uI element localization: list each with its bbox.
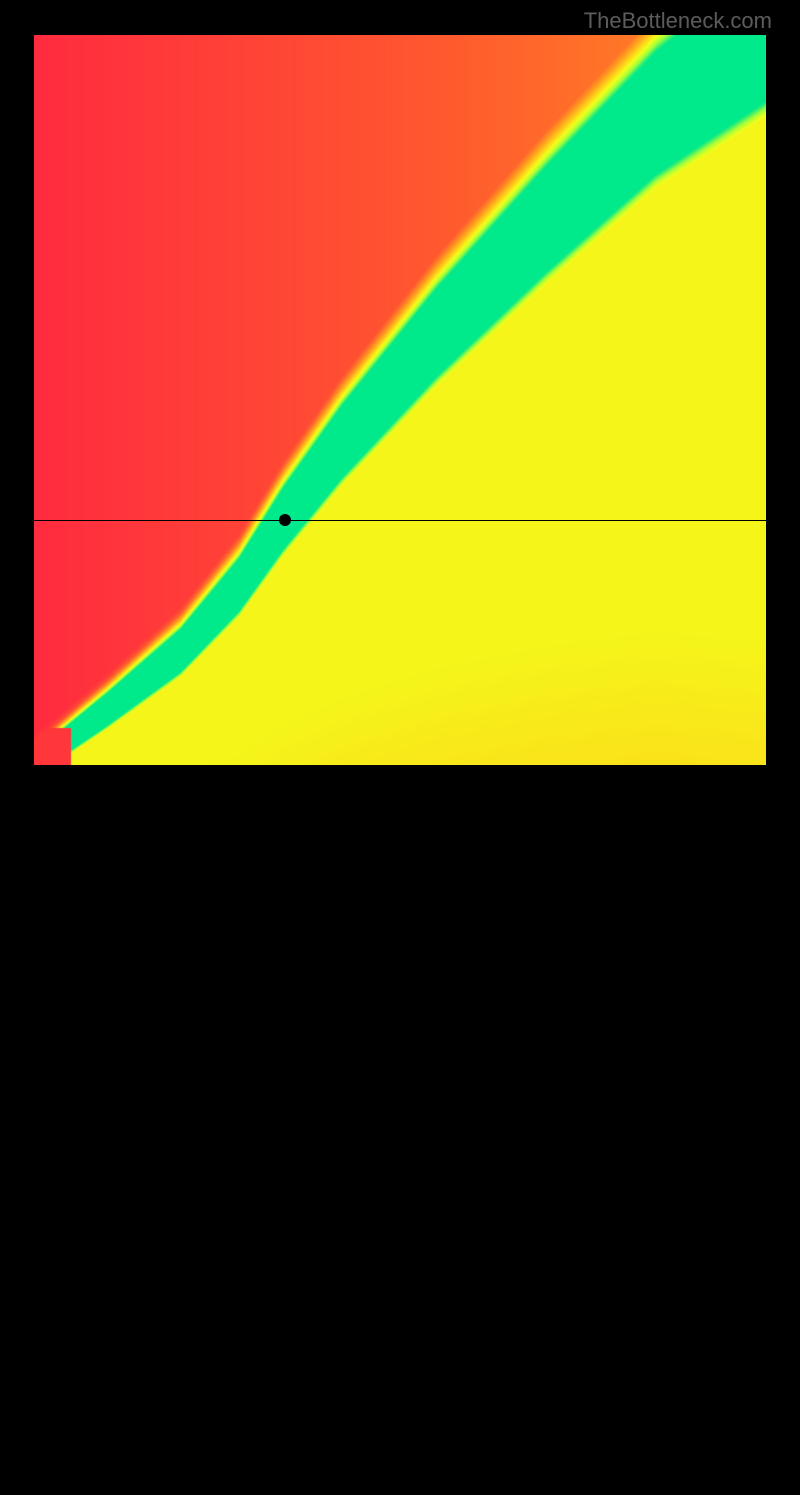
crosshair-horizontal: [34, 520, 766, 521]
crosshair-vertical: [285, 765, 286, 1495]
watermark-text: TheBottleneck.com: [584, 8, 772, 34]
heatmap-canvas: [34, 35, 766, 765]
plot-container: [34, 35, 766, 765]
crosshair-marker: [279, 514, 291, 526]
